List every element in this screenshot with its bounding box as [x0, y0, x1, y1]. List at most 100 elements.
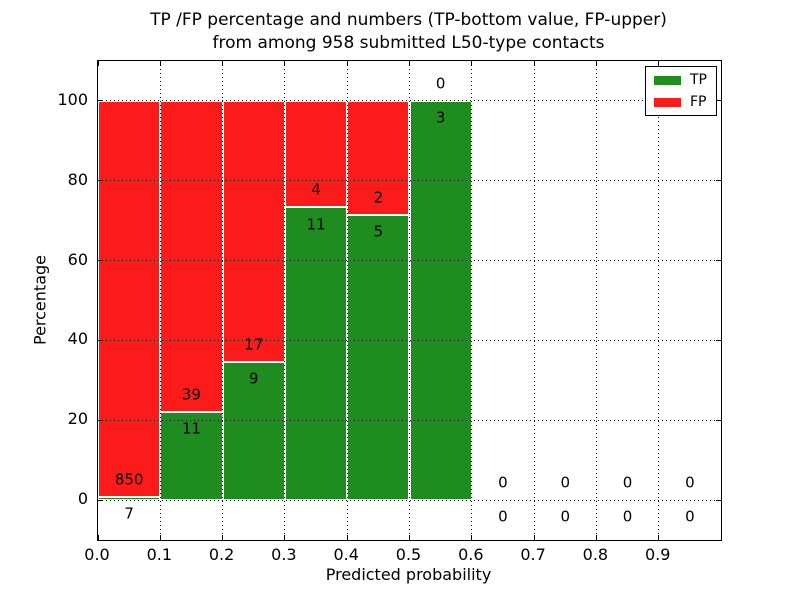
- tp-count-label: 7: [124, 504, 134, 523]
- y-tick-mark: [716, 419, 721, 421]
- tp-count-label: 3: [435, 108, 446, 127]
- bar-segment-tp: [347, 215, 410, 501]
- bar-segment-tp: [98, 496, 161, 501]
- y-tick-mark: [716, 260, 721, 262]
- x-tick-label: 0.2: [208, 545, 235, 564]
- bar-segment-tp: [284, 207, 348, 501]
- legend-label-fp: FP: [690, 94, 707, 110]
- x-tick-mark: [595, 61, 597, 66]
- x-tick-mark: [409, 61, 410, 66]
- x-tick-label: 0.1: [146, 545, 173, 564]
- gridline-vertical: [533, 61, 535, 540]
- bar-segment-tp: [222, 361, 285, 501]
- x-tick-label: 0.6: [458, 545, 484, 564]
- x-tick-mark: [159, 535, 161, 540]
- plot-area: 850 7 39 11 17 9 4 11 2 5 0 3 0 0 0 0 0 0 0 0: [97, 60, 722, 541]
- chart-title-line2: from among 958 submitted L50-type contac…: [212, 33, 605, 53]
- legend-entry-fp: FP: [654, 95, 707, 109]
- y-tick-mark: [716, 499, 721, 501]
- x-tick-mark: [159, 61, 161, 66]
- legend-label-tp: TP: [690, 72, 707, 88]
- fp-count-label: 17: [244, 335, 264, 354]
- y-tick-mark: [98, 260, 103, 262]
- x-axis-label: Predicted probability: [325, 565, 492, 584]
- y-tick-label: 100: [57, 89, 88, 109]
- legend-swatch-fp: [654, 97, 681, 107]
- tp-count-label: 0: [560, 507, 571, 526]
- fp-count-label: 0: [435, 74, 446, 93]
- x-tick-label: 0.9: [644, 545, 671, 564]
- y-tick-label: 60: [67, 249, 88, 269]
- x-tick-mark: [533, 61, 535, 66]
- bar-segment-fp: [160, 100, 223, 413]
- chart-title: TP /FP percentage and numbers (TP-bottom…: [97, 9, 720, 55]
- x-tick-label: 0.8: [582, 545, 609, 564]
- y-tick-mark: [716, 100, 721, 102]
- legend-swatch-tp: [654, 75, 681, 85]
- x-tick-label: 0.3: [271, 545, 297, 564]
- x-tick-mark: [658, 61, 660, 66]
- bar-segment-fp: [222, 100, 285, 362]
- x-tick-mark: [284, 535, 286, 540]
- x-tick-mark: [533, 535, 535, 540]
- x-tick-mark: [97, 535, 99, 540]
- fp-count-label: 2: [373, 188, 384, 207]
- x-tick-mark: [346, 535, 348, 540]
- legend: TP FP: [645, 66, 717, 116]
- legend-entry-tp: TP: [654, 73, 707, 87]
- tp-count-label: 11: [306, 215, 326, 234]
- fp-count-label: 0: [560, 473, 571, 492]
- y-tick-mark: [716, 180, 721, 182]
- tp-count-label: 5: [373, 222, 384, 241]
- gridline-vertical: [658, 61, 660, 540]
- x-tick-label: 0.0: [84, 545, 110, 564]
- x-tick-mark: [595, 535, 597, 540]
- x-tick-mark: [471, 61, 473, 66]
- bar-segment-tp: [409, 100, 472, 501]
- gridline-vertical: [346, 61, 348, 540]
- y-tick-mark: [98, 180, 103, 182]
- tp-count-label: 0: [498, 507, 508, 526]
- bar-segment-tp: [160, 412, 223, 501]
- y-tick-label: 80: [67, 169, 88, 189]
- x-tick-mark: [409, 535, 410, 540]
- y-tick-label: 0: [77, 489, 88, 509]
- y-tick-label: 40: [67, 329, 88, 349]
- fp-count-label: 0: [685, 473, 695, 492]
- x-tick-mark: [97, 61, 99, 66]
- x-tick-mark: [222, 535, 224, 540]
- x-tick-mark: [471, 535, 473, 540]
- x-tick-label: 0.5: [395, 545, 422, 564]
- gridline-vertical: [159, 61, 161, 540]
- fp-count-label: 0: [498, 473, 508, 492]
- fp-count-label: 4: [311, 180, 321, 199]
- tp-count-label: 9: [248, 369, 259, 388]
- tp-count-label: 0: [685, 507, 695, 526]
- gridline-vertical: [595, 61, 597, 540]
- x-tick-mark: [346, 61, 348, 66]
- y-tick-mark: [98, 339, 103, 341]
- bar-segment-fp: [98, 100, 161, 497]
- x-tick-mark: [222, 61, 224, 66]
- gridline-vertical: [409, 61, 410, 540]
- y-tick-label: 20: [67, 409, 88, 429]
- x-tick-label: 0.7: [520, 545, 546, 564]
- bar-segment-fp: [347, 100, 410, 216]
- gridline-vertical: [471, 61, 473, 540]
- gridline-vertical: [284, 61, 286, 540]
- x-tick-mark: [284, 61, 286, 66]
- x-tick-label: 0.4: [333, 545, 359, 564]
- fp-count-label: 850: [114, 470, 144, 489]
- x-tick-mark: [658, 535, 660, 540]
- chart-title-line1: TP /FP percentage and numbers (TP-bottom…: [150, 10, 667, 30]
- fp-count-label: 39: [181, 385, 201, 404]
- gridline-vertical: [222, 61, 224, 540]
- y-tick-mark: [98, 499, 103, 501]
- fp-count-label: 0: [622, 473, 633, 492]
- y-tick-mark: [98, 100, 103, 102]
- tp-count-label: 0: [622, 507, 633, 526]
- y-tick-mark: [98, 419, 103, 421]
- y-tick-mark: [716, 339, 721, 341]
- tp-count-label: 11: [181, 419, 201, 438]
